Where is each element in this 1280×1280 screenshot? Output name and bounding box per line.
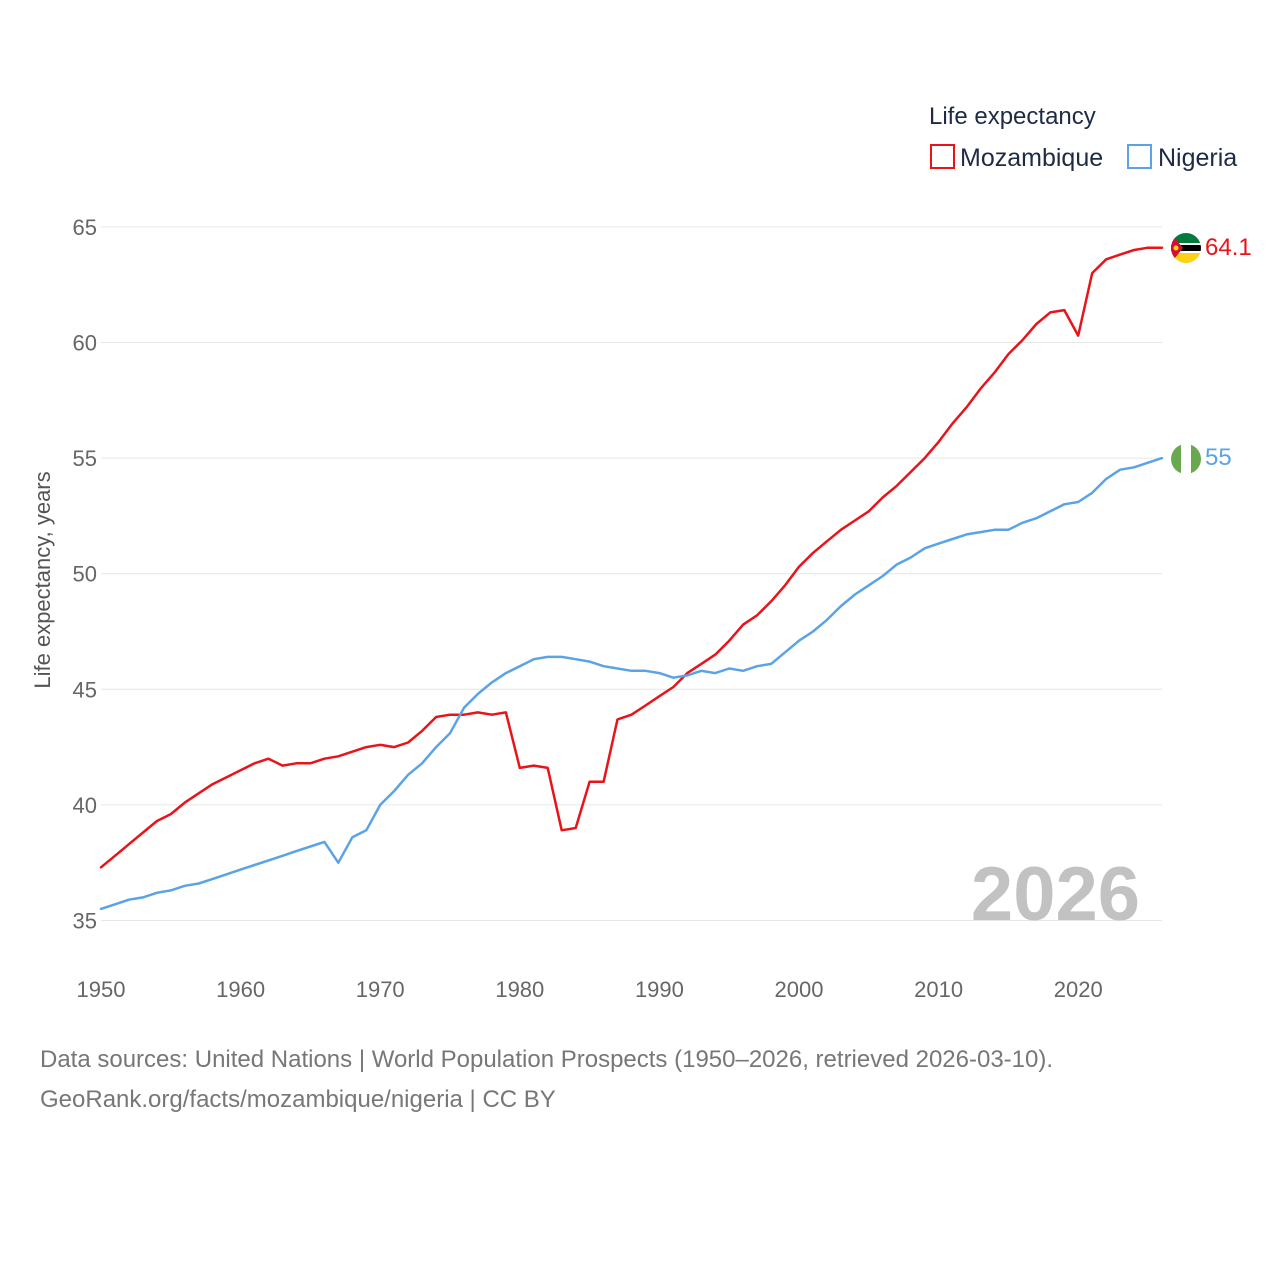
legend-title: Life expectancy [929, 103, 1096, 130]
attribution-text: GeoRank.org/facts/mozambique/nigeria | C… [40, 1086, 556, 1113]
x-axis-ticks: 1950 1960 1970 1980 1990 2000 2010 2020 [77, 977, 1103, 1002]
series-line-nigeria [99, 456, 1164, 911]
footer: Data sources: United Nations | World Pop… [40, 1040, 1240, 1120]
series-line-mozambique [99, 246, 1164, 869]
x-tick-label-1990: 1990 [635, 977, 684, 1002]
y-tick-label-35: 35 [73, 909, 97, 934]
end-label-mozambique: 64.1 [1205, 234, 1252, 261]
legend-label-mozambique: Mozambique [960, 144, 1103, 172]
legend-swatch-mozambique [930, 144, 955, 169]
y-axis-title: Life expectancy, years [30, 471, 55, 688]
year-label: 2026 [971, 852, 1140, 937]
mozambique-flag-icon [1171, 233, 1201, 263]
legend: Life expectancy Mozambique Nigeria [929, 103, 1237, 172]
x-tick-label-2020: 2020 [1054, 977, 1103, 1002]
nigeria-flag-icon [1171, 444, 1201, 474]
end-label-nigeria: 55 [1205, 444, 1232, 471]
x-tick-label-1950: 1950 [77, 977, 126, 1002]
y-tick-label-40: 40 [73, 793, 97, 818]
y-tick-label-45: 45 [73, 677, 97, 702]
x-tick-label-1980: 1980 [495, 977, 544, 1002]
x-tick-label-2010: 2010 [914, 977, 963, 1002]
y-tick-label-55: 55 [73, 446, 97, 471]
grid-lines [101, 226, 1162, 921]
y-tick-label-65: 65 [73, 215, 97, 240]
data-source-text: Data sources: United Nations | World Pop… [40, 1046, 1054, 1073]
y-tick-label-60: 60 [73, 331, 97, 356]
x-tick-label-2000: 2000 [775, 977, 824, 1002]
series-lines [99, 246, 1164, 911]
y-tick-label-50: 50 [73, 562, 97, 587]
life-expectancy-chart: 35 40 45 50 55 60 65 1950 1960 1970 1980 1990 2000 2… [30, 103, 1252, 1002]
legend-label-nigeria: Nigeria [1158, 144, 1237, 172]
y-axis-ticks: 35 40 45 50 55 60 65 [73, 215, 97, 934]
x-tick-label-1960: 1960 [216, 977, 265, 1002]
legend-swatch-nigeria [1127, 144, 1152, 169]
x-tick-label-1970: 1970 [356, 977, 405, 1002]
